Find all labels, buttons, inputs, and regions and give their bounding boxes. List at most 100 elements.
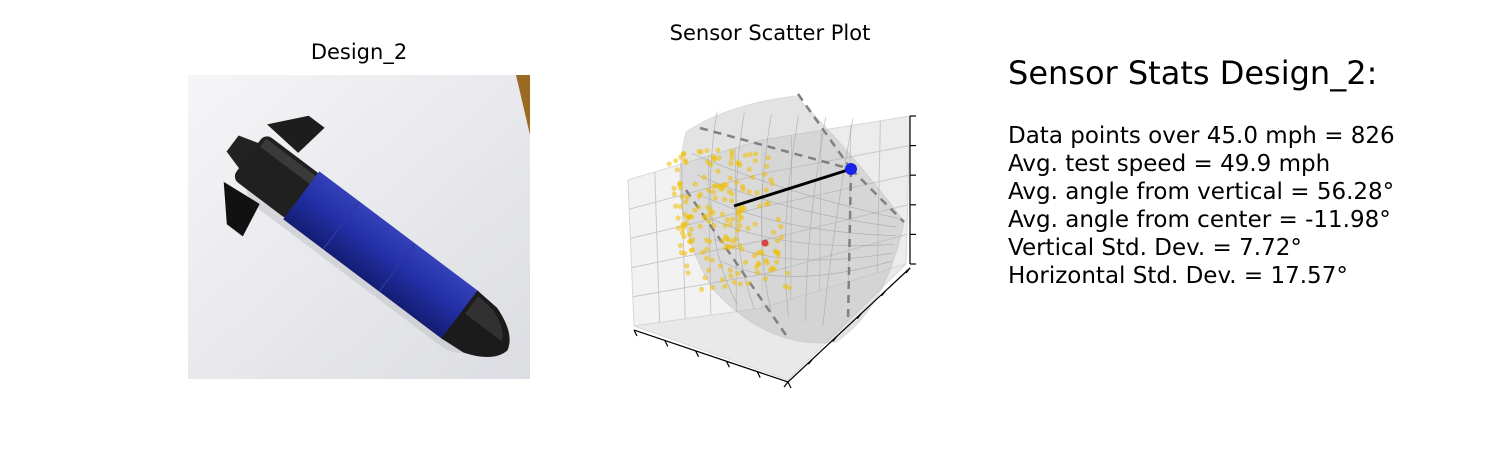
data-point [676,181,683,187]
mesh-line [761,114,772,313]
grid-line [761,145,910,175]
grid-line [819,130,822,291]
y-axis-line [787,267,911,383]
data-point [673,158,679,164]
data-point [702,213,708,219]
stat-vertical-std: Vertical Std. Dev. = 7.72° [1008,235,1302,261]
data-point [740,186,746,192]
data-point [711,222,717,229]
grid-line [761,233,907,275]
data-point [710,285,716,291]
data-point [746,166,752,172]
y-tick [783,381,789,388]
y-tick [881,290,887,297]
stat-data-points: Data points over 45.0 mph = 826 [1008,123,1395,149]
data-point [722,196,728,202]
data-point [778,234,784,240]
mean-line [733,167,852,208]
data-point [682,250,688,256]
data-point [704,255,710,261]
data-point [706,267,712,273]
data-point [688,226,694,232]
data-point [673,203,679,209]
data-point [778,223,784,230]
data-point [745,280,751,286]
data-point [705,204,711,210]
mean-marker [761,239,769,247]
x-tick [664,340,669,347]
data-point [715,168,721,174]
y-tick [905,267,911,274]
data-point [755,260,761,267]
data-point [685,270,691,276]
stat-angle-center: Avg. angle from center = -11.98° [1008,207,1391,233]
data-point [739,207,745,213]
data-point [727,267,733,273]
dashed-line [796,93,853,170]
data-point [739,246,745,252]
data-point [705,187,712,193]
fin-top [267,115,325,153]
data-point [737,223,743,229]
data-point [718,186,724,192]
data-point [688,247,694,253]
reference-point [845,163,857,175]
data-point [728,160,734,166]
data-point [751,253,758,259]
data-point [729,198,735,204]
data-point [763,201,769,207]
data-point [742,152,748,158]
data-point [722,283,728,289]
data-point [735,271,741,277]
data-point [687,214,693,220]
stat-angle-vertical: Avg. angle from vertical = 56.28° [1008,179,1395,205]
data-point [755,270,761,276]
data-point [692,181,698,187]
stat-horizontal-std: Horizontal Std. Dev. = 17.57° [1008,263,1348,289]
data-point [755,250,761,256]
data-point [679,194,685,200]
data-point [735,227,741,233]
data-point [675,215,681,221]
y-tick [832,336,838,342]
grid-line [629,173,763,210]
mesh-line [720,260,892,277]
data-point [683,220,690,226]
data-point [666,161,672,167]
scatter-plot-3d [627,93,916,389]
stats-title: Sensor Stats Design_2: [1008,54,1378,92]
data-point [762,171,768,177]
data-point [730,244,736,250]
data-point [757,203,763,209]
data-point [731,279,737,285]
mesh-line [822,118,854,326]
data-point [734,179,740,185]
dashed-line [846,168,853,323]
grid-line [761,174,909,208]
dashed-line [699,126,852,171]
y-tick [856,313,862,319]
mesh-line [784,115,799,318]
data-point [674,167,680,173]
data-point [746,189,752,195]
mesh-line [702,195,896,237]
data-point [719,238,726,244]
blue-body [283,171,480,340]
data-point [763,187,769,193]
data-points [666,147,792,292]
data-point [716,155,722,161]
data-point [704,237,710,243]
data-point [770,229,777,235]
data-point [745,225,751,231]
grid-line [681,163,686,319]
chart-title: Sensor Scatter Plot [669,21,871,45]
x-tick [756,371,761,378]
data-point [752,158,758,164]
data-point [727,175,733,181]
data-point [767,267,774,273]
data-point [719,211,725,217]
design-photo [188,75,530,379]
data-point [678,154,684,160]
data-point [720,277,726,283]
nose-cone [441,290,510,358]
